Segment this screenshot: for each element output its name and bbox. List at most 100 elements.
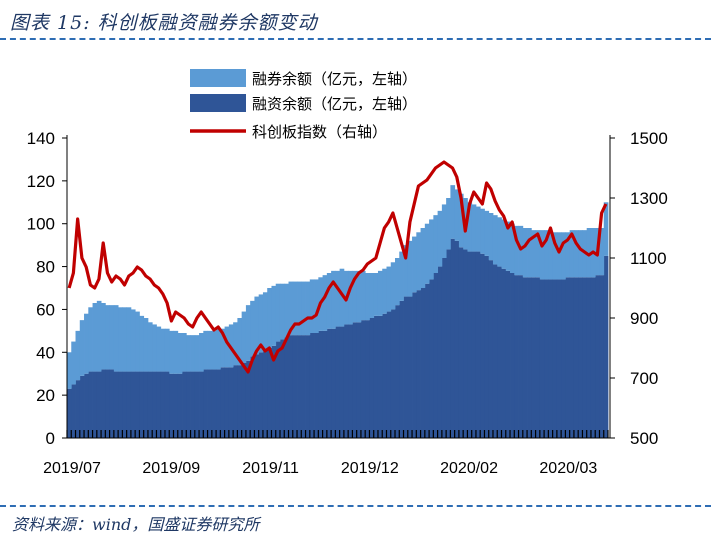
short-balance-bar [412, 236, 417, 293]
margin-balance-bar [135, 371, 140, 438]
margin-balance-bar [424, 283, 430, 438]
margin-balance-bar [377, 315, 383, 438]
margin-balance-bar [194, 371, 200, 438]
margin-balance-bar [147, 371, 153, 438]
margin-balance-bar [475, 251, 481, 438]
short-balance-bar [305, 281, 311, 336]
margin-balance-bar [177, 373, 183, 438]
short-balance-bar [441, 204, 447, 258]
margin-balance-bar [267, 348, 272, 438]
short-balance-bar [301, 281, 306, 336]
short-balance-bar [88, 307, 93, 372]
short-balance-bar [130, 309, 136, 372]
margin-balance-bar [403, 296, 409, 438]
right-tick-label: 500 [630, 429, 658, 448]
x-axis-tick-marks [66, 430, 609, 438]
short-balance-bar [173, 330, 179, 374]
margin-balance-bar [578, 277, 583, 438]
short-balance-bar [352, 270, 358, 323]
margin-balance-bar [471, 251, 477, 438]
x-tick-label: 2019/09 [142, 460, 200, 477]
short-balance-bar [326, 273, 332, 329]
short-balance-bar [331, 270, 336, 329]
short-balance-bar [254, 296, 260, 355]
short-balance-bar [113, 305, 119, 372]
margin-balance-bar [71, 384, 76, 438]
short-balance-bar [484, 210, 490, 256]
margin-balance-bar [505, 270, 511, 438]
margin-balance-bar [275, 341, 281, 438]
short-balance-bar [203, 330, 208, 370]
margin-balance-bar [386, 311, 392, 438]
margin-balance-bar [373, 315, 379, 438]
short-balance-bar [527, 228, 532, 278]
margin-balance-bar [510, 273, 515, 438]
margin-balance-bar [339, 326, 345, 438]
short-balance-bar [169, 330, 174, 374]
margin-balance-bar [297, 335, 302, 438]
short-balance-bar [603, 202, 609, 256]
margin-balance-bar [446, 249, 451, 438]
margin-balance-bar [113, 371, 119, 438]
short-balance-bar [377, 270, 383, 316]
short-balance-bar [480, 208, 485, 254]
short-balance-bar [101, 303, 106, 370]
short-balance-bar [284, 283, 289, 338]
short-balance-bar [348, 270, 353, 325]
short-balance-bar [437, 210, 443, 267]
margin-balance-bar [164, 371, 170, 438]
short-balance-bar [561, 232, 566, 280]
margin-balance-bar [216, 369, 221, 438]
left-axis-ticks: 0 20 40 60 80 100 120 140 [27, 129, 67, 448]
margin-balance-bar [288, 335, 294, 438]
right-axis-ticks: 500 700 900 1100 1300 1500 [610, 129, 668, 448]
margin-balance-bar [369, 318, 375, 438]
legend-swatch-short-balance [190, 69, 246, 87]
margin-balance-bar [514, 275, 519, 438]
right-tick-label: 1100 [630, 249, 667, 268]
short-balance-bar [96, 300, 102, 372]
margin-balance-bar [203, 369, 208, 438]
margin-balance-bar [561, 279, 566, 438]
short-balance-bar [233, 322, 238, 366]
short-balance-bar [556, 232, 562, 280]
margin-balance-bar [314, 333, 319, 438]
short-balance-bar [245, 305, 251, 361]
short-balance-bar [467, 202, 473, 252]
short-balance-bar [224, 326, 230, 368]
margin-balance-bar [569, 277, 575, 438]
short-balance-bar [241, 311, 247, 363]
short-balance-bar [539, 230, 545, 280]
margin-balance-bar [420, 288, 426, 438]
short-balance-bar [390, 262, 396, 310]
margin-balance-bar [228, 367, 234, 438]
short-balance-bar [471, 204, 477, 252]
short-balance-bar [458, 193, 464, 248]
margin-balance-bar [352, 322, 358, 438]
short-balance-bar [488, 213, 494, 261]
margin-balance-bar [365, 320, 370, 438]
margin-balance-bar [101, 369, 106, 438]
top-divider [0, 38, 711, 40]
margin-balance-bar [429, 279, 434, 438]
margin-balance-bar [207, 369, 213, 438]
margin-balance-bar [199, 371, 204, 438]
short-balance-bar [194, 335, 200, 372]
margin-balance-bar [169, 373, 174, 438]
short-balance-bar [446, 198, 451, 250]
short-balance-bar [220, 328, 226, 368]
margin-balance-bar [258, 352, 264, 438]
margin-balance-bar [250, 356, 255, 438]
margin-balance-bar [271, 345, 277, 438]
short-balance-bar [279, 283, 285, 340]
margin-balance-bar [586, 277, 592, 438]
short-balance-bar [335, 270, 341, 327]
margin-balance-bar [105, 369, 110, 438]
left-tick-label: 80 [36, 258, 55, 277]
margin-balance-bar [305, 335, 311, 438]
short-balance-bar [135, 311, 140, 372]
short-balance-bar [531, 230, 536, 278]
short-balance-bar [450, 185, 456, 239]
short-balance-bar [369, 273, 375, 318]
margin-balance-bar [467, 251, 473, 438]
